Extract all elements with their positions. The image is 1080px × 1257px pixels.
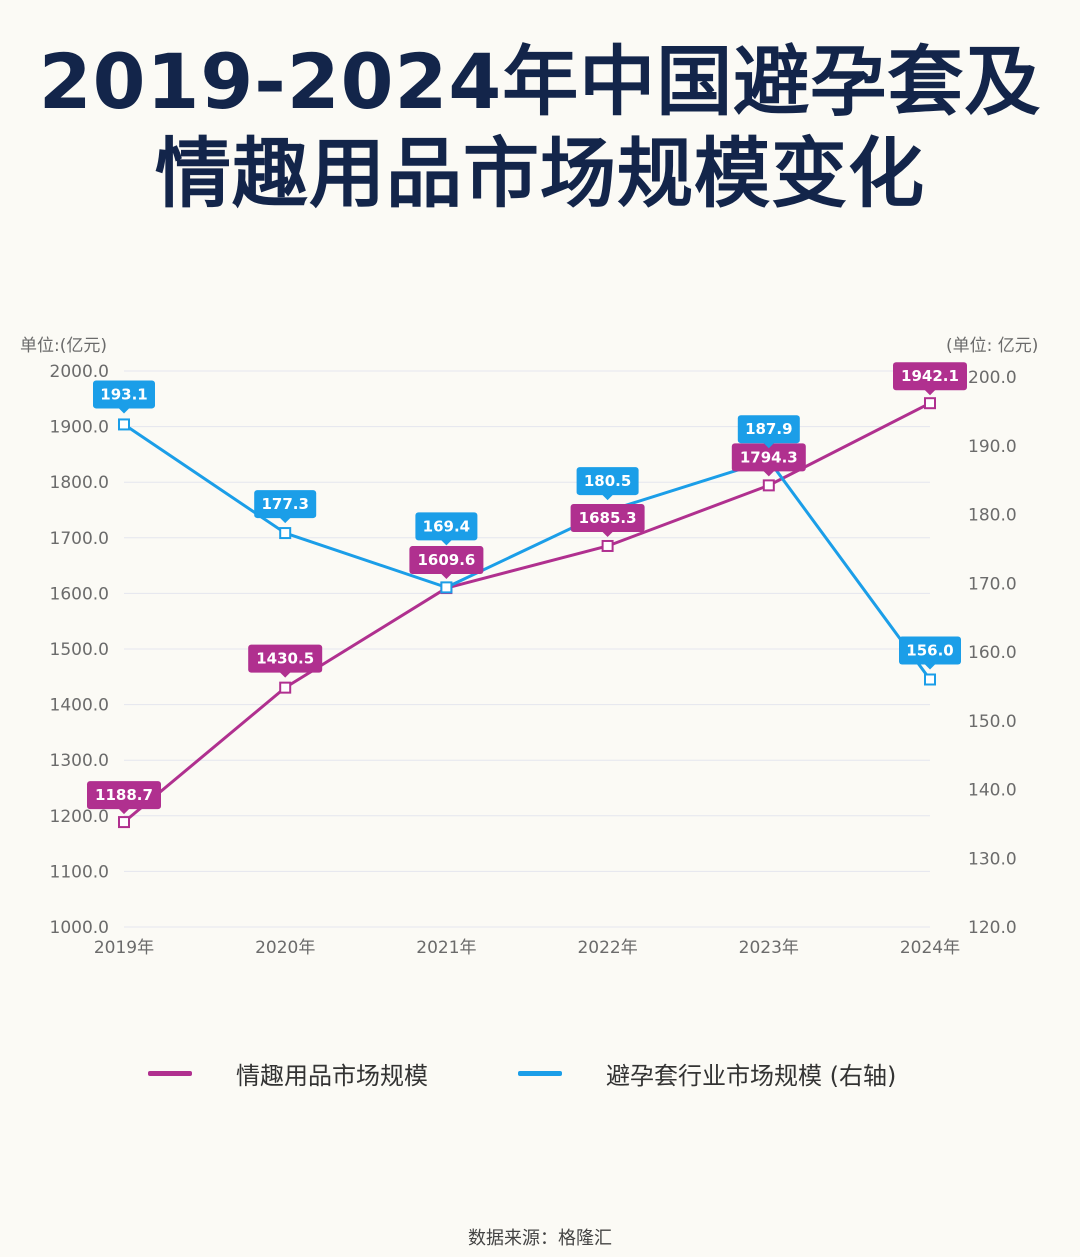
- left-tick-label: 1600.0: [50, 584, 109, 604]
- data-label-badge: [93, 380, 155, 409]
- line-chart: 1000.0 1100.0 1200.0 1300.0 1400.0 1500.0 1600…: [20, 336, 1038, 958]
- data-source: 数据来源：格隆汇: [468, 1228, 612, 1249]
- left-tick-label: 1300.0: [50, 751, 109, 771]
- right-tick-label: 130.0: [968, 849, 1017, 869]
- data-label-pointer: [440, 539, 453, 546]
- data-label-pointer: [601, 494, 614, 501]
- legend-swatch-condoms: [518, 1071, 562, 1076]
- x-tick-label: 2021年: [416, 938, 476, 958]
- legend-label-sex-toys: 情趣用品市场规模: [236, 1062, 428, 1090]
- data-label: 1430.5: [256, 650, 314, 668]
- x-tick-label: 2023年: [739, 938, 799, 958]
- data-label: 1794.3: [740, 448, 798, 466]
- series-line: [123, 401, 931, 824]
- legend-swatch-sex-toys: [148, 1071, 192, 1076]
- right-tick-label: 120.0: [968, 918, 1017, 938]
- data-label-pointer: [924, 663, 936, 670]
- data-label: 177.3: [261, 495, 308, 513]
- data-label: 1609.6: [417, 551, 475, 569]
- data-label: 180.5: [584, 472, 631, 490]
- right-tick-label: 190.0: [968, 437, 1017, 457]
- data-label-pointer: [762, 442, 775, 449]
- data-point-marker: [601, 539, 614, 552]
- data-point-marker: [762, 479, 775, 492]
- data-label: 1685.3: [579, 509, 637, 527]
- right-axis-unit: (单位: 亿元): [946, 336, 1038, 356]
- data-label-badge: [576, 467, 639, 496]
- title-line-2: 情趣用品市场规模变化: [155, 129, 925, 218]
- data-label: 156.0: [906, 642, 953, 660]
- left-tick-label: 1800.0: [50, 473, 109, 493]
- data-label: 193.1: [100, 385, 147, 403]
- left-tick-label: 1000.0: [50, 918, 109, 938]
- data-label-pointer: [762, 470, 775, 477]
- data-point-marker: [118, 816, 130, 829]
- legend-label-condoms: 避孕套行业市场规模 (右轴): [606, 1062, 897, 1090]
- legend: 情趣用品市场规模 避孕套行业市场规模 (右轴): [0, 1056, 1080, 1096]
- right-tick-label: 180.0: [968, 506, 1017, 526]
- right-tick-label: 150.0: [968, 712, 1017, 732]
- legend-item-sex-toys: 情趣用品市场规模: [148, 1056, 428, 1091]
- left-tick-label: 1900.0: [50, 418, 109, 438]
- legend-item-condoms: 避孕套行业市场规模 (右轴): [518, 1056, 896, 1091]
- data-label: 1942.1: [901, 367, 959, 385]
- data-label: 169.4: [423, 517, 470, 535]
- x-tick-label: 2020年: [255, 938, 315, 958]
- data-label-pointer: [924, 389, 936, 396]
- data-label-pointer: [279, 671, 292, 678]
- left-tick-label: 1100.0: [50, 862, 109, 882]
- data-point-marker: [924, 397, 936, 410]
- x-tick-label: 2019年: [94, 938, 154, 958]
- data-point-marker: [440, 581, 453, 594]
- data-label: 187.9: [745, 420, 792, 438]
- data-label-pointer: [279, 517, 292, 524]
- data-label-badge: [570, 503, 645, 532]
- title-line-1: 2019-2024年中国避孕套及: [38, 37, 1042, 126]
- left-tick-label: 1200.0: [50, 807, 109, 827]
- data-point-marker: [118, 418, 130, 431]
- right-tick-label: 170.0: [968, 574, 1017, 594]
- data-point-marker: [279, 527, 292, 540]
- right-tick-label: 140.0: [968, 781, 1017, 801]
- data-label-pointer: [118, 808, 130, 815]
- data-label-badge: [87, 781, 161, 810]
- x-tick-label: 2022年: [577, 938, 637, 958]
- left-tick-label: 1700.0: [50, 529, 109, 549]
- right-tick-label: 200.0: [968, 368, 1017, 388]
- data-label-badge: [893, 362, 967, 391]
- right-tick-label: 160.0: [968, 643, 1017, 663]
- left-tick-label: 1500.0: [50, 640, 109, 660]
- series-line: [123, 423, 932, 681]
- data-label-pointer: [440, 573, 453, 580]
- left-tick-label: 1400.0: [50, 696, 109, 716]
- data-label-pointer: [118, 407, 130, 414]
- data-label-badge: [248, 644, 323, 673]
- data-label-pointer: [601, 530, 614, 537]
- x-tick-label: 2024年: [900, 938, 960, 958]
- data-label: 1188.7: [95, 786, 153, 804]
- data-point-marker: [924, 673, 936, 686]
- data-label-badge: [415, 512, 478, 541]
- data-point-marker: [279, 681, 292, 694]
- data-label-badge: [409, 546, 484, 575]
- data-label-badge: [731, 443, 806, 472]
- data-label-badge: [254, 490, 317, 519]
- left-tick-label: 2000.0: [50, 362, 109, 382]
- page-title: 2019-2024年中国避孕套及 情趣用品市场规模变化: [0, 36, 1080, 220]
- left-axis-unit: 单位:(亿元): [20, 336, 107, 356]
- data-label-badge: [737, 415, 800, 444]
- data-label-badge: [899, 636, 961, 665]
